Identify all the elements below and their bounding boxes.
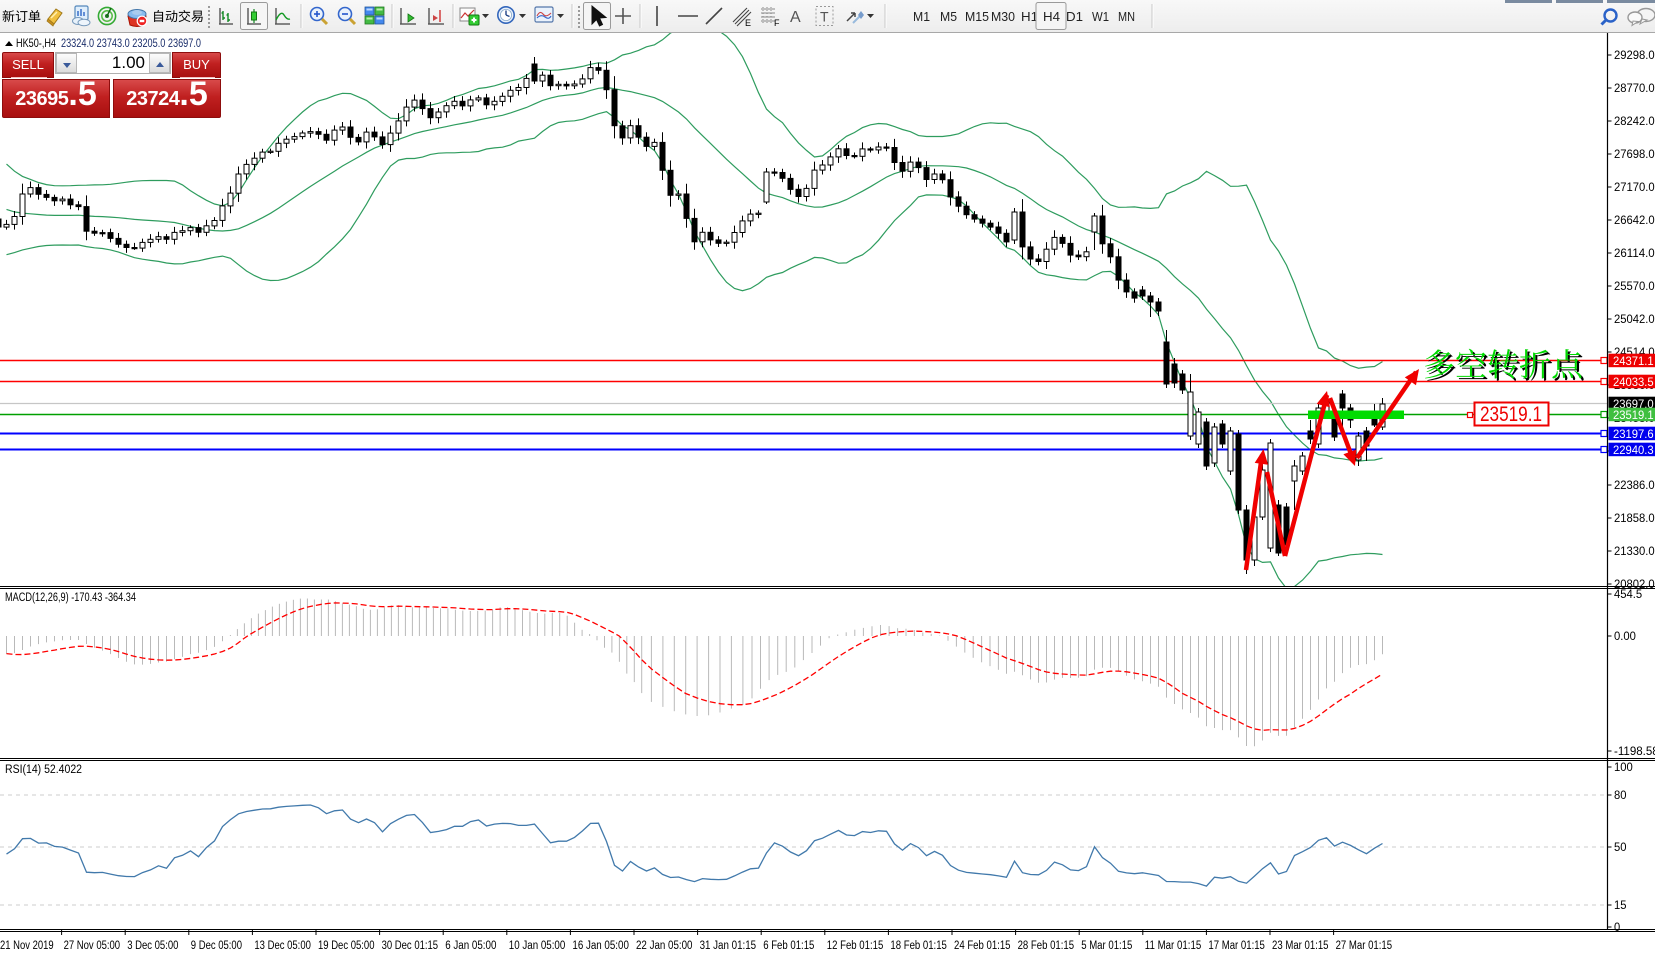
svg-text:16 Jan 05:00: 16 Jan 05:00 — [572, 940, 629, 952]
svg-text:29298.0: 29298.0 — [1614, 50, 1655, 62]
svg-text:27698.0: 27698.0 — [1614, 149, 1655, 161]
svg-text:H4: H4 — [1043, 10, 1060, 24]
svg-text:80: 80 — [1614, 790, 1627, 802]
svg-text:T: T — [820, 9, 829, 25]
svg-text:23519.1: 23519.1 — [1480, 402, 1542, 426]
svg-text:5 Mar 01:15: 5 Mar 01:15 — [1081, 940, 1132, 952]
svg-text:30 Dec 01:15: 30 Dec 01:15 — [382, 940, 439, 952]
svg-text:MN: MN — [1118, 10, 1135, 24]
svg-text:31 Jan 01:15: 31 Jan 01:15 — [700, 940, 757, 952]
svg-text:22940.3: 22940.3 — [1613, 445, 1654, 457]
svg-text:26642.0: 26642.0 — [1614, 215, 1655, 227]
svg-text:27 Nov 05:00: 27 Nov 05:00 — [64, 940, 121, 952]
svg-text:21330.0: 21330.0 — [1614, 546, 1655, 558]
svg-text:0: 0 — [1614, 922, 1620, 934]
svg-text:3 Dec 05:00: 3 Dec 05:00 — [127, 940, 178, 952]
svg-text:6 Feb 01:15: 6 Feb 01:15 — [763, 940, 814, 952]
svg-text:MACD(12,26,9) -170.43 -364.34: MACD(12,26,9) -170.43 -364.34 — [5, 592, 136, 604]
svg-text:22 Jan 05:00: 22 Jan 05:00 — [636, 940, 693, 952]
svg-text:17 Mar 01:15: 17 Mar 01:15 — [1208, 940, 1265, 952]
svg-text:100: 100 — [1614, 762, 1633, 774]
svg-text:24033.5: 24033.5 — [1613, 377, 1654, 389]
svg-text:25570.0: 25570.0 — [1614, 281, 1655, 293]
svg-text:23 Mar 01:15: 23 Mar 01:15 — [1272, 940, 1329, 952]
svg-text:6 Jan 05:00: 6 Jan 05:00 — [445, 940, 496, 952]
svg-text:19 Dec 05:00: 19 Dec 05:00 — [318, 940, 375, 952]
svg-text:D1: D1 — [1066, 10, 1083, 24]
svg-text:13 Dec 05:00: 13 Dec 05:00 — [254, 940, 311, 952]
svg-text:24371.1: 24371.1 — [1613, 356, 1654, 368]
svg-text:9 Dec 05:00: 9 Dec 05:00 — [191, 940, 242, 952]
svg-text:22386.0: 22386.0 — [1614, 480, 1655, 492]
svg-text:12 Feb 01:15: 12 Feb 01:15 — [827, 940, 884, 952]
svg-text:21 Nov 2019: 21 Nov 2019 — [0, 940, 54, 952]
svg-text:28242.0: 28242.0 — [1614, 116, 1655, 128]
svg-text:E: E — [745, 18, 751, 28]
svg-text:454.5: 454.5 — [1614, 589, 1642, 601]
svg-text:26114.0: 26114.0 — [1614, 248, 1655, 260]
svg-text:11 Mar 01:15: 11 Mar 01:15 — [1145, 940, 1202, 952]
svg-text:-1198.58: -1198.58 — [1614, 746, 1655, 758]
svg-text:28770.0: 28770.0 — [1614, 83, 1655, 95]
svg-text:28 Feb 01:15: 28 Feb 01:15 — [1018, 940, 1075, 952]
svg-text:21858.0: 21858.0 — [1614, 513, 1655, 525]
svg-text:RSI(14) 52.4022: RSI(14) 52.4022 — [5, 764, 82, 776]
svg-text:18 Feb 01:15: 18 Feb 01:15 — [890, 940, 947, 952]
svg-text:W1: W1 — [1092, 10, 1109, 24]
svg-text:15: 15 — [1614, 900, 1627, 912]
svg-text:23519.1: 23519.1 — [1613, 410, 1654, 422]
svg-text:H1: H1 — [1021, 10, 1038, 24]
svg-text:M1: M1 — [913, 10, 930, 24]
svg-text:A: A — [790, 9, 801, 26]
svg-text:50: 50 — [1614, 842, 1627, 854]
svg-text:25042.0: 25042.0 — [1614, 314, 1655, 326]
svg-text:HK50-,H4: HK50-,H4 — [16, 36, 56, 50]
svg-text:M30: M30 — [991, 10, 1015, 24]
svg-text:F: F — [774, 18, 780, 28]
svg-text:10 Jan 05:00: 10 Jan 05:00 — [509, 940, 566, 952]
svg-text:20802.0: 20802.0 — [1614, 579, 1655, 591]
svg-text:23197.6: 23197.6 — [1613, 429, 1654, 441]
svg-text:27 Mar 01:15: 27 Mar 01:15 — [1336, 940, 1393, 952]
svg-text:0.00: 0.00 — [1614, 631, 1636, 643]
svg-text:M15: M15 — [965, 10, 989, 24]
svg-text:M5: M5 — [940, 10, 957, 24]
svg-text:23324.0 23743.0 23205.0 23697.: 23324.0 23743.0 23205.0 23697.0 — [61, 36, 201, 50]
svg-text:27170.0: 27170.0 — [1614, 182, 1655, 194]
svg-text:24 Feb 01:15: 24 Feb 01:15 — [954, 940, 1011, 952]
